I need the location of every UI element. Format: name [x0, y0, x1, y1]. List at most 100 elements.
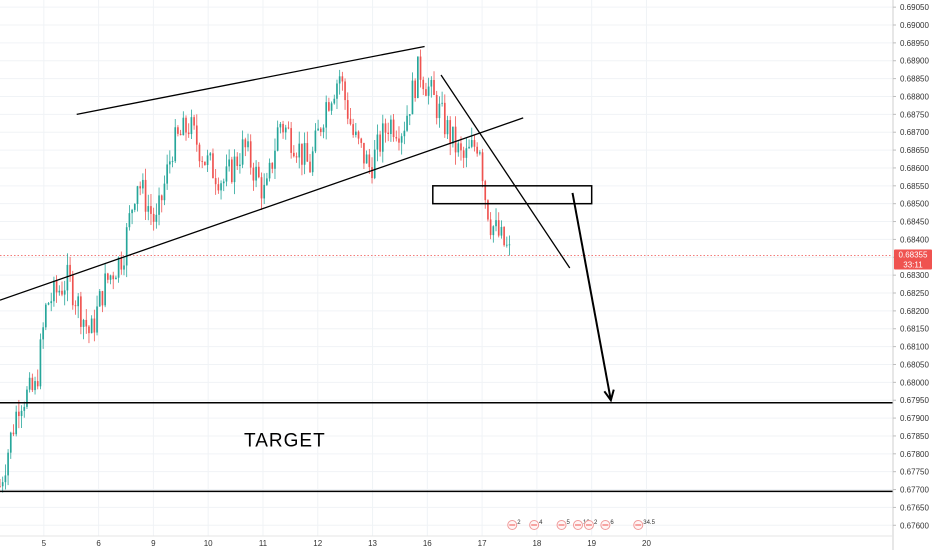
price-tick-label: 0.68150: [900, 325, 929, 334]
candle-body: [12, 432, 15, 435]
candle-body: [336, 83, 338, 99]
candle-body: [301, 143, 303, 165]
candle-body: [98, 291, 101, 307]
candle-body: [198, 144, 201, 162]
candle-body: [182, 117, 185, 136]
candle-body: [311, 151, 314, 173]
time-tick-label: 6: [96, 539, 101, 548]
candle-body: [63, 290, 66, 295]
price-tick-label: 0.67800: [900, 450, 929, 459]
candle-body: [190, 117, 193, 135]
event-markers[interactable]: 245122634.5: [507, 520, 656, 530]
price-tick-label: 0.68950: [900, 39, 929, 48]
candle-body: [26, 389, 28, 407]
candle-body: [460, 143, 462, 151]
candle-body: [53, 280, 55, 302]
candle-body: [435, 94, 438, 119]
candle-body: [82, 319, 85, 327]
event-marker[interactable]: 2: [583, 520, 598, 530]
candle-body: [106, 273, 109, 280]
candle-body: [495, 220, 497, 227]
price-axis[interactable]: 0.69050 0.69000 0.68950 0.68900 0.68850 0.688…: [892, 0, 929, 550]
event-count: 2: [594, 520, 598, 526]
candle-body: [284, 127, 287, 133]
event-marker[interactable]: 4: [529, 520, 544, 530]
upper-channel-line: [76, 45, 425, 115]
candle-body: [174, 127, 177, 162]
event-count: 34.5: [643, 520, 655, 526]
time-tick-label: 18: [532, 539, 541, 548]
candle-body: [20, 410, 23, 417]
candle-body: [50, 301, 53, 304]
candle-body: [0, 485, 1, 487]
event-marker[interactable]: 5: [556, 520, 571, 530]
event-marker[interactable]: 6: [600, 520, 615, 530]
candle-body: [201, 161, 204, 162]
candle-body: [9, 432, 12, 453]
candle-body: [425, 89, 427, 96]
candle-body: [349, 118, 352, 125]
candle-body: [505, 244, 508, 246]
candle-body: [346, 100, 349, 119]
candle-body: [39, 339, 42, 387]
price-tick-label: 0.68250: [900, 289, 929, 298]
candle-body: [166, 164, 168, 184]
candle-body: [328, 102, 330, 111]
projection-arrow-head: [603, 389, 615, 403]
candle-body: [104, 273, 106, 306]
price-tick-label: 0.68050: [900, 360, 929, 369]
time-tick-label: 17: [478, 539, 487, 548]
time-tick-label: 10: [204, 539, 213, 548]
candle-body: [398, 138, 400, 143]
candle-body: [214, 178, 217, 185]
candle-body: [168, 161, 171, 165]
event-marker[interactable]: 2: [507, 520, 522, 530]
price-tick-label: 0.68650: [900, 146, 929, 155]
drawing-layer[interactable]: [0, 45, 893, 493]
candle-body: [252, 167, 255, 181]
candle-body: [257, 166, 260, 178]
candle-body: [160, 195, 163, 201]
candle-body: [371, 167, 373, 179]
candle-body: [446, 120, 449, 135]
candle-body: [131, 209, 133, 214]
candle-body: [249, 141, 252, 168]
candle-body: [457, 143, 460, 153]
candle-body: [44, 304, 47, 328]
price-tick-label: 0.67850: [900, 432, 929, 441]
candle-body: [241, 139, 244, 165]
candle-body: [120, 257, 123, 270]
candle-body: [266, 178, 268, 185]
candle-body: [150, 206, 152, 214]
grid: [0, 0, 893, 536]
candle-body: [325, 102, 328, 128]
price-tick-label: 0.67650: [900, 503, 929, 512]
candle-body: [195, 125, 198, 145]
candle-body: [222, 181, 225, 184]
time-tick-label: 20: [642, 539, 651, 548]
candle-body: [96, 306, 98, 333]
candle-body: [306, 143, 309, 162]
current-price-value: 0.68355: [899, 250, 928, 259]
candle-body: [479, 152, 481, 154]
candle-body: [4, 475, 7, 483]
candle-body: [309, 161, 311, 173]
candle-body: [212, 153, 214, 179]
candle-body: [187, 132, 190, 135]
time-tick-label: 12: [313, 539, 322, 548]
candle-body: [441, 102, 443, 104]
time-axis[interactable]: 5 6 9 10 11 12 13 16 17 18 19 20: [0, 535, 893, 548]
price-tick-label: 0.67900: [900, 414, 929, 423]
bar-countdown: 33:11: [903, 260, 923, 269]
candle-body: [411, 80, 414, 115]
price-tick-label: 0.67950: [900, 396, 929, 405]
event-marker[interactable]: 34.5: [633, 520, 656, 530]
candle-body: [112, 275, 115, 280]
price-tick-label: 0.68000: [900, 378, 929, 387]
candle-body: [7, 452, 9, 476]
candle-body: [487, 200, 489, 220]
candle-body: [31, 377, 34, 391]
candle-body: [282, 123, 284, 133]
target-annotation: TARGET: [244, 431, 326, 452]
